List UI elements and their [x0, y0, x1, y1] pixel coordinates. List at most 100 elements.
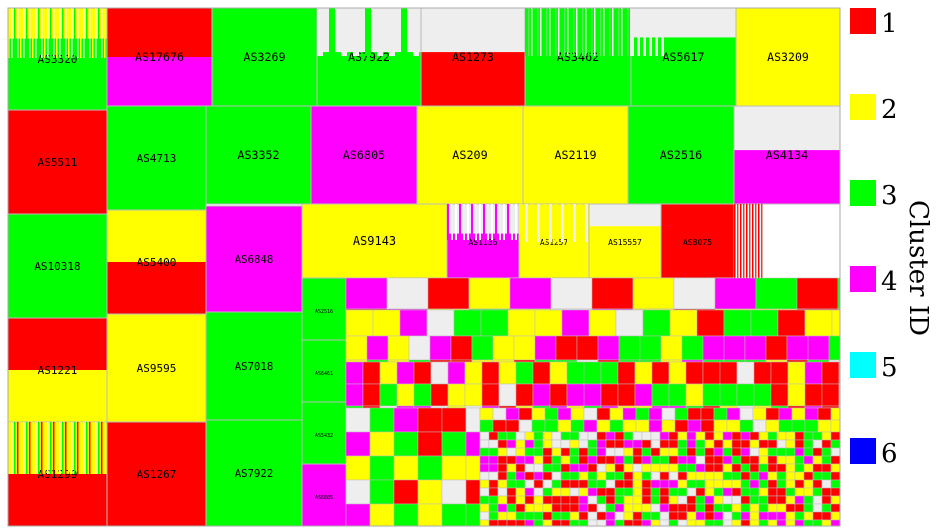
small-as-cell [417, 479, 443, 505]
small-as-cell [702, 335, 725, 361]
small-as-cell [776, 439, 787, 449]
stripe [579, 8, 581, 56]
small-as-cell [429, 335, 452, 361]
small-as-cell [726, 407, 741, 421]
small-as-cell [767, 439, 778, 449]
small-as-cell [686, 519, 697, 527]
small-as-cell [569, 439, 580, 449]
small-as-cell [441, 431, 467, 457]
small-as-cell [767, 503, 778, 513]
small-as-cell [583, 419, 598, 433]
block-label: AS5400 [137, 256, 177, 269]
block-stripes [8, 422, 106, 474]
small-as-cell [704, 447, 715, 457]
small-as-cell [515, 471, 526, 481]
small-as-cell [787, 361, 806, 385]
small-as-cell [609, 419, 624, 433]
small-as-cell [695, 519, 706, 527]
small-as-cell [807, 335, 830, 361]
small-as-cell [668, 431, 679, 441]
stripe [8, 422, 10, 474]
small-as-cell [722, 503, 733, 513]
small-as-cell [677, 439, 688, 449]
stripe [755, 204, 757, 278]
small-as-cell [641, 463, 652, 473]
small-as-cell [695, 447, 706, 457]
small-as-cell [560, 471, 571, 481]
small-as-cell [366, 359, 389, 363]
small-as-cell [794, 431, 805, 441]
stripe [17, 8, 19, 58]
stripe [65, 8, 67, 58]
small-as-cell [497, 487, 508, 497]
block-stripes [631, 8, 664, 56]
stripe [29, 8, 31, 58]
small-as-cell [587, 511, 598, 521]
small-as-cell [596, 471, 607, 481]
stripe [475, 204, 477, 240]
small-as-cell [614, 495, 625, 505]
small-as-cell [587, 487, 598, 497]
small-as-cell [632, 487, 643, 497]
small-as-cell [668, 463, 679, 473]
stripe [549, 204, 552, 242]
small-as-cell [731, 463, 742, 473]
stripe [643, 8, 646, 56]
small-as-cell [740, 431, 751, 441]
small-as-cell [686, 431, 697, 441]
as-block-25: AS9595 [106, 313, 207, 423]
block-segment [589, 204, 661, 227]
small-as-cell [685, 361, 704, 385]
small-as-cell [749, 503, 760, 513]
small-as-cell [569, 511, 580, 521]
small-as-cell [753, 361, 772, 385]
small-as-cell [776, 503, 787, 513]
small-as-cell [362, 383, 381, 407]
stripe [20, 422, 22, 474]
small-as-cell [488, 463, 499, 473]
stripe [491, 204, 493, 240]
small-as-cell [578, 479, 589, 489]
small-as-cell [723, 359, 746, 363]
small-as-cell [531, 419, 546, 433]
stripe [86, 8, 88, 58]
small-as-cell [767, 511, 778, 521]
small-as-cell [632, 511, 643, 521]
block-label: AS5511 [38, 156, 78, 169]
stripe [743, 204, 745, 278]
small-as-cell [713, 447, 724, 457]
small-as-cell [659, 487, 670, 497]
as-block-7: AS3209 [735, 7, 841, 107]
small-as-cell [488, 431, 499, 441]
small-as-cell [704, 503, 715, 513]
small-as-cell [722, 455, 733, 465]
small-as-cell [794, 463, 805, 473]
small-as-cell [623, 455, 634, 465]
block-stripes [525, 8, 632, 56]
small-as-cell [641, 519, 652, 527]
stripe [534, 8, 536, 56]
small-as-cell [345, 407, 371, 433]
small-as-cell [659, 447, 670, 457]
small-as-cell [542, 455, 553, 465]
small-as-cell [393, 479, 419, 505]
small-as-cell [722, 439, 733, 449]
small-as-cell [776, 463, 787, 473]
small-as-cell [513, 359, 536, 363]
small-as-cell [488, 447, 499, 457]
small-as-cell [492, 407, 507, 421]
small-as-cell [632, 495, 643, 505]
small-as-cell [480, 309, 509, 337]
small-as-cell [686, 471, 697, 481]
small-as-cell [821, 503, 832, 513]
small-as-cell [345, 309, 374, 337]
small-as-cell [758, 471, 769, 481]
small-as-cell [731, 439, 742, 449]
small-as-cell [515, 431, 526, 441]
block-label: AS4134 [766, 148, 809, 162]
small-as-cell [830, 463, 841, 473]
block-segment [302, 402, 346, 464]
small-as-cell [542, 471, 553, 481]
small-as-cell [740, 503, 751, 513]
stripe [540, 8, 542, 56]
